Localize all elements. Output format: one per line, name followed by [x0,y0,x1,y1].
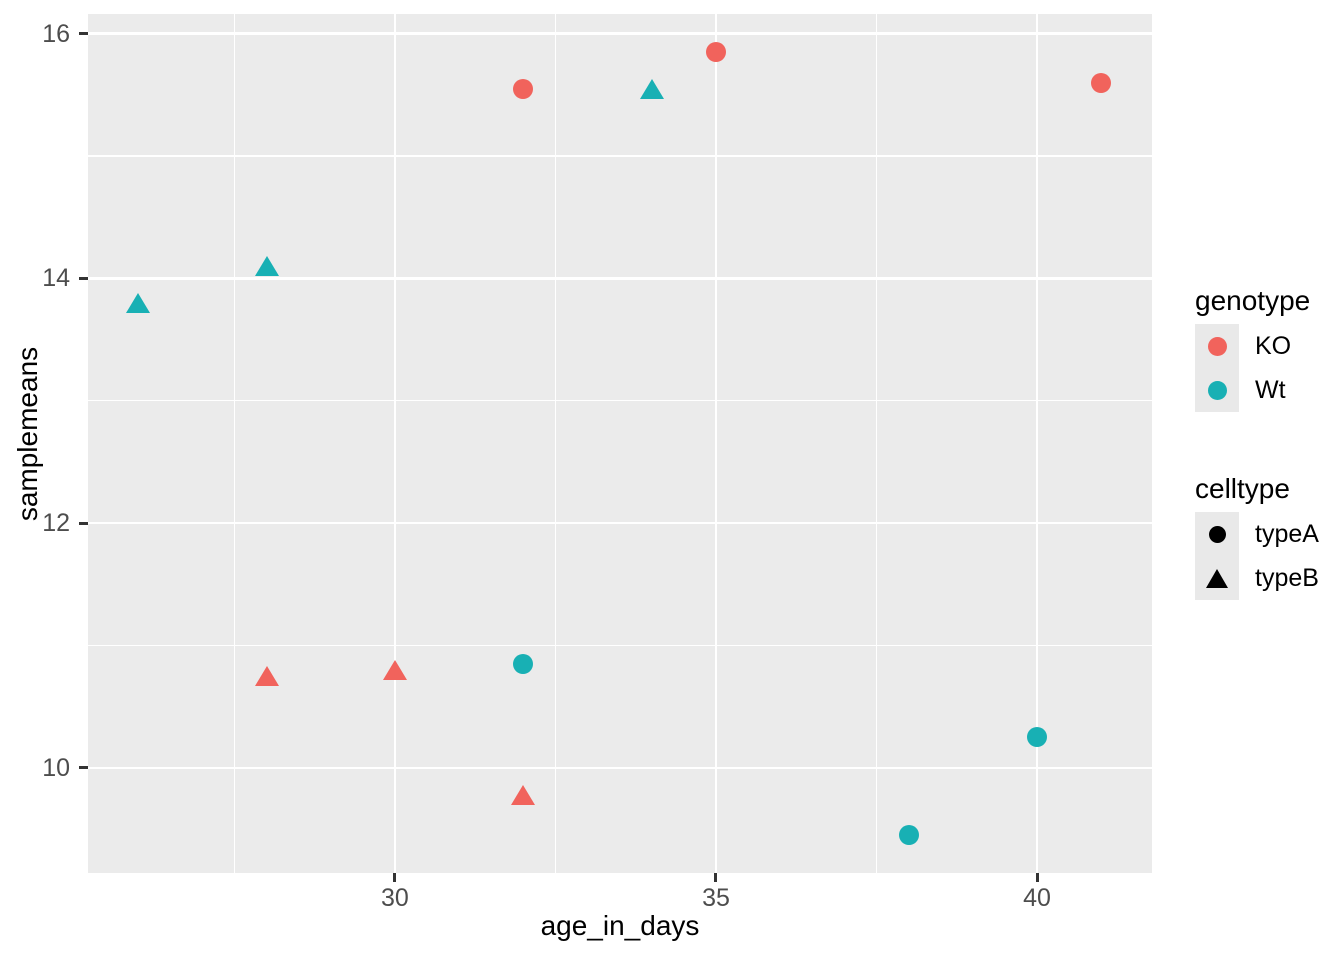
y-tick-label: 12 [42,509,70,538]
x-tick-label: 35 [702,884,730,912]
Wt-circle-icon [1207,380,1227,400]
data-point-KO-typeA [705,41,726,62]
x-major-gridline [393,14,397,873]
legend-entry-KO: KO [1195,324,1291,368]
legend-entry-label: KO [1255,331,1292,360]
legend-key-typeB [1195,556,1239,600]
x-axis-tick [393,873,397,882]
data-point-Wt-typeA [898,825,919,846]
plot-panel [88,14,1152,873]
y-axis-title: samplemeans [12,346,43,522]
legend-title-genotype: genotype [1195,285,1311,316]
legend-entry-typeA: typeA [1195,512,1319,556]
legend-entry-Wt: Wt [1195,368,1286,412]
x-minor-gridline [233,14,236,873]
KO-circle-icon [1207,336,1227,356]
y-major-gridline [88,32,1152,35]
data-point-KO-typeB [511,784,536,805]
legend-entry-typeB: typeB [1195,556,1319,600]
x-major-gridline [1035,14,1039,873]
data-point-Wt-typeA [1027,727,1048,748]
y-axis-tick [79,521,88,525]
typeA-circle-icon [1208,525,1226,543]
data-point-Wt-typeA [513,653,534,674]
data-point-Wt-typeB [639,78,664,99]
y-minor-gridline [88,155,1152,157]
y-minor-gridline [88,399,1152,402]
legend-key-Wt [1195,368,1239,412]
data-point-KO-typeA [513,78,534,99]
y-major-gridline [88,277,1152,280]
y-tick-label: 14 [42,264,70,293]
y-axis-tick [79,276,88,280]
x-minor-gridline [875,14,878,873]
legend-key-KO [1195,324,1239,368]
x-tick-label: 40 [1023,884,1051,912]
y-axis-tick [79,766,88,770]
legend-entry-label: typeA [1255,519,1319,548]
x-minor-gridline [554,14,557,873]
data-point-Wt-typeB [126,292,151,313]
data-point-KO-typeA [1091,72,1112,93]
legend-key-typeA [1195,512,1239,556]
y-axis-tick [79,32,88,36]
data-point-KO-typeB [382,659,407,680]
x-axis-title: age_in_days [540,910,700,941]
legend-entry-label: typeB [1255,563,1319,592]
x-major-gridline [714,14,718,873]
y-major-gridline [88,521,1152,525]
x-axis-tick [714,873,718,882]
y-major-gridline [88,766,1152,770]
legend-title-celltype: celltype [1195,473,1290,504]
typeB-triangle-icon [1206,568,1228,588]
y-tick-label: 10 [42,753,70,782]
data-point-KO-typeB [254,665,279,686]
y-tick-label: 16 [42,19,70,48]
x-tick-label: 30 [381,884,409,912]
y-minor-gridline [88,644,1152,647]
x-axis-tick [1035,873,1039,882]
data-point-Wt-typeB [254,256,279,277]
legend-entry-label: Wt [1255,375,1286,404]
